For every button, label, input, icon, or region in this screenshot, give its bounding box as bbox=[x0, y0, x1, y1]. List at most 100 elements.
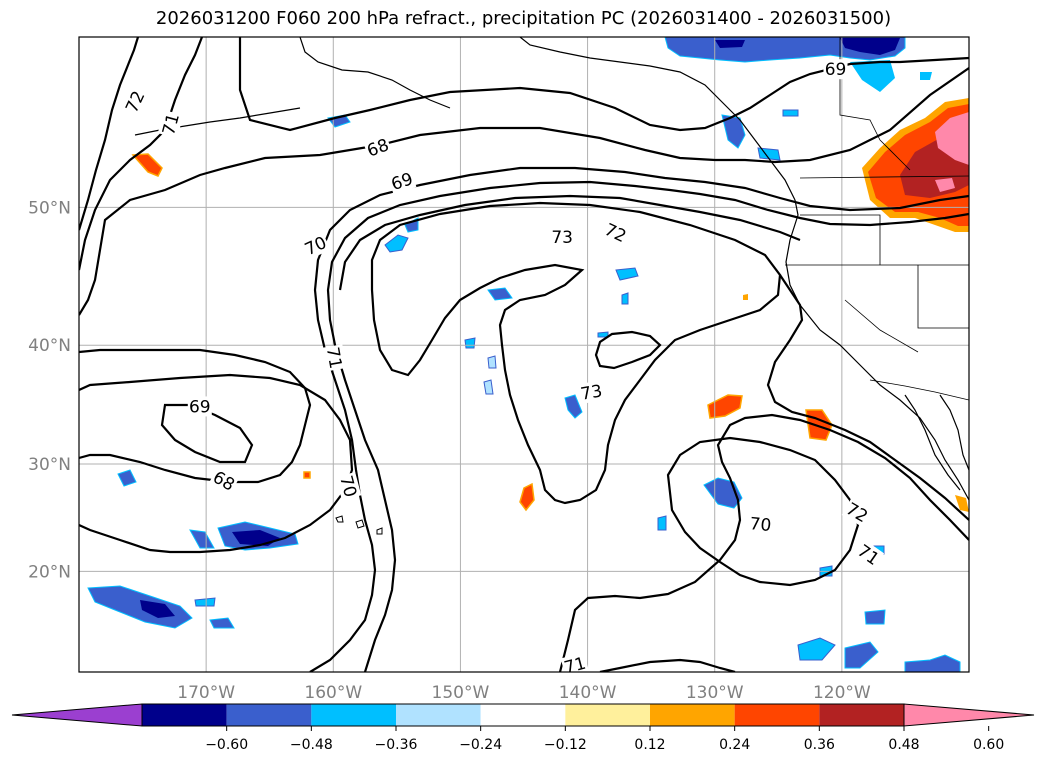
contour-label-bg bbox=[747, 513, 774, 536]
contour-69-north bbox=[79, 67, 969, 316]
contour-label-bg bbox=[300, 231, 331, 260]
contour-label-bg bbox=[600, 218, 631, 247]
contour-label-bg bbox=[841, 497, 873, 527]
contour-label-bg bbox=[363, 134, 393, 162]
colorbar-tick-label: 0.48 bbox=[888, 737, 919, 753]
precip-patch-canada-dark-2 bbox=[840, 38, 900, 55]
colorbar-outline bbox=[141, 703, 905, 727]
contour-label: 71 bbox=[322, 344, 347, 372]
contour-label-text: 69 bbox=[825, 60, 847, 80]
contour-label-bg bbox=[208, 466, 240, 496]
contour-73-closed bbox=[370, 201, 782, 505]
map-frame bbox=[79, 37, 969, 672]
precip-patch-mid-8 bbox=[597, 331, 609, 338]
border-us-mexico bbox=[869, 379, 969, 401]
colorbar-swatch bbox=[396, 704, 481, 726]
colorbar-swatch bbox=[142, 704, 227, 726]
contour-71-main bbox=[326, 180, 969, 672]
precip-patch-west-2 bbox=[189, 529, 215, 549]
contour-label-text: 69 bbox=[189, 397, 211, 417]
colorbar-tick-label: 0.60 bbox=[973, 737, 1004, 753]
border-state-1 bbox=[800, 214, 881, 265]
colorbar-swatch bbox=[565, 704, 650, 726]
precip-patch-east-6 bbox=[904, 654, 961, 672]
precip-patch-east-5 bbox=[844, 641, 879, 669]
contour-label-text: 73 bbox=[551, 228, 573, 248]
lat-tick-label: 30°N bbox=[28, 455, 71, 475]
border-canada-us bbox=[799, 175, 969, 179]
contour-label-bg bbox=[550, 226, 575, 247]
colorbar-extend-low bbox=[11, 703, 143, 727]
contour-label-text: 73 bbox=[579, 381, 604, 404]
lon-tick-label: 170°W bbox=[177, 683, 235, 703]
colorbar-tick-label: −0.24 bbox=[459, 737, 502, 753]
contour-label-text: 71 bbox=[562, 654, 588, 679]
precip-patch-pos-4 bbox=[743, 294, 748, 300]
lon-tick-label: 140°W bbox=[559, 683, 617, 703]
contour-label-bg bbox=[157, 109, 184, 139]
contour-72-main bbox=[338, 194, 801, 291]
colorbar-tick-labels: −0.60 −0.48 −0.36 −0.24 −0.12 0.12 0.24 0.36 0.4… bbox=[205, 726, 1004, 753]
precip-patch-canada-light-2 bbox=[920, 72, 932, 80]
coastline-bc bbox=[785, 199, 969, 501]
contour-label: 73 bbox=[550, 226, 575, 248]
contour-68-north bbox=[238, 37, 969, 132]
contour-label-text: 71 bbox=[322, 346, 345, 371]
contour-71-bottom bbox=[599, 658, 736, 672]
precip-patch-pos-6 bbox=[955, 495, 969, 512]
contour-label-bg bbox=[335, 472, 362, 501]
colorbar-tick-label: −0.60 bbox=[205, 737, 248, 753]
precip-patch-canada-light bbox=[850, 60, 895, 92]
precip-patch-west-4-dark bbox=[140, 600, 175, 618]
contour-label: 73 bbox=[577, 380, 605, 405]
contour-label: 69 bbox=[387, 168, 417, 195]
precip-patch-west-4 bbox=[87, 585, 193, 629]
latitude-labels: 20°N 30°N 40°N 50°N bbox=[28, 198, 71, 582]
colorbar-swatch bbox=[734, 704, 820, 726]
colorbar-swatch bbox=[819, 704, 904, 726]
contour-72-south bbox=[766, 274, 969, 521]
colorbar-swatch bbox=[226, 704, 312, 726]
contour-71-north bbox=[79, 37, 204, 271]
colorbar bbox=[11, 703, 1035, 727]
border-alaska-canada bbox=[839, 37, 911, 171]
colorbar-swatch bbox=[480, 704, 566, 726]
lat-tick-label: 20°N bbox=[28, 562, 71, 582]
precip-patch-mid-7 bbox=[564, 394, 583, 419]
colorbar-swatch bbox=[311, 704, 396, 726]
island-3 bbox=[376, 527, 383, 535]
colorbar-tick-label: 0.36 bbox=[804, 737, 835, 753]
map-title: 2026031200 F060 200 hPa refract., precip… bbox=[155, 8, 892, 29]
contour-label: 70 bbox=[747, 513, 774, 536]
precip-patch-mid-6 bbox=[483, 379, 494, 395]
precip-patch-canada-dark bbox=[715, 40, 745, 48]
contour-label-bg bbox=[852, 539, 885, 570]
precip-patch-pnw-positive-pink-2 bbox=[935, 178, 955, 192]
lon-tick-label: 130°W bbox=[686, 683, 744, 703]
lat-tick-label: 50°N bbox=[28, 198, 71, 218]
precip-patch-hawaii-ne-2 bbox=[657, 515, 667, 531]
precip-patch-pos-3 bbox=[519, 482, 535, 512]
hawaii-islands bbox=[335, 515, 383, 535]
precip-patch-pnw-positive-pink bbox=[935, 112, 969, 165]
contour-69-west bbox=[79, 348, 312, 484]
contour-71-south bbox=[558, 413, 969, 672]
colorbar-swatch bbox=[650, 704, 735, 726]
colorbar-tick-label: −0.12 bbox=[544, 737, 587, 753]
colorbar-tick-label: −0.36 bbox=[375, 737, 418, 753]
coastline-mexico bbox=[939, 394, 969, 471]
contour-label-bg bbox=[577, 380, 605, 405]
precip-patch-mid-1 bbox=[487, 287, 513, 301]
precip-patch-mid-3 bbox=[621, 292, 629, 305]
precip-patch-pos-5 bbox=[303, 471, 311, 479]
colorbar-tick-label: 0.12 bbox=[634, 737, 665, 753]
coastline-baja bbox=[904, 394, 961, 491]
contour-label-bg bbox=[120, 86, 150, 117]
contour-label: 69 bbox=[823, 59, 848, 80]
contour-72-north bbox=[79, 37, 140, 231]
precip-patch-east-4 bbox=[797, 637, 836, 661]
precip-patch-aleutian-positive bbox=[131, 153, 163, 177]
contour-label-bg bbox=[322, 344, 347, 372]
colorbar-extend-high bbox=[903, 703, 1035, 727]
